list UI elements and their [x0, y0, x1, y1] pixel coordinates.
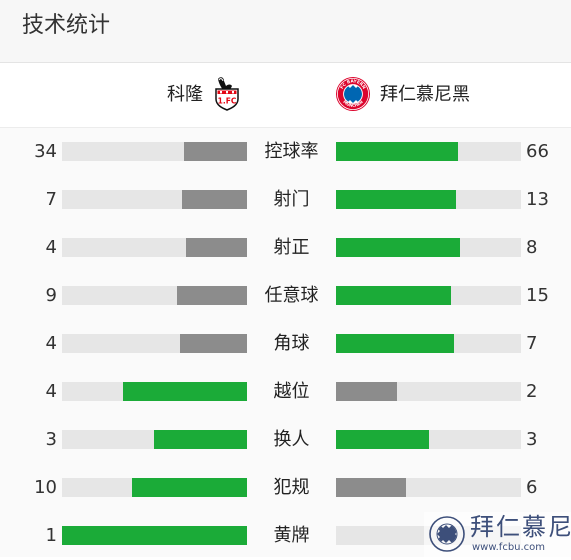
watermark-text: 拜仁慕尼 — [470, 513, 571, 541]
stat-label: 犯规 — [273, 477, 310, 498]
away-stat-bar-track — [336, 238, 521, 257]
stat-label: 射门 — [273, 189, 310, 210]
away-stat-bar — [336, 238, 460, 257]
home-stat-bar — [186, 238, 247, 257]
home-stat-bar — [154, 430, 247, 449]
home-stat-bar-track — [62, 190, 247, 209]
away-stat-value: 13 — [526, 189, 549, 210]
away-stat-value: 3 — [526, 429, 538, 450]
stat-label: 控球率 — [264, 141, 319, 162]
home-stat-bar — [184, 142, 247, 161]
stat-label: 换人 — [273, 429, 310, 450]
stat-row: 7 射门 13 — [0, 176, 571, 224]
home-stat-bar-track — [62, 238, 247, 257]
away-stat-bar-track — [336, 142, 521, 161]
away-stat-bar-track — [336, 286, 521, 305]
stat-label: 任意球 — [264, 285, 319, 306]
away-stat-bar — [336, 334, 454, 353]
away-stat-value: 8 — [526, 237, 538, 258]
stat-label: 黄牌 — [273, 525, 310, 546]
away-stat-value: 15 — [526, 285, 549, 306]
watermark-url: www.fcbu.com — [472, 542, 546, 553]
home-stat-bar-track — [62, 478, 247, 497]
away-stat-bar-track — [336, 334, 521, 353]
away-stat-bar — [336, 142, 458, 161]
stat-row: 34 控球率 66 — [0, 128, 571, 176]
away-stat-bar-track — [336, 478, 521, 497]
svg-text:MÜNCHEN: MÜNCHEN — [342, 99, 364, 108]
home-stat-bar-track — [62, 382, 247, 401]
away-stat-value: 7 — [526, 333, 538, 354]
home-stat-bar-track — [62, 334, 247, 353]
home-stat-value: 4 — [45, 381, 57, 402]
stat-label: 角球 — [273, 333, 310, 354]
stat-row: 4 角球 7 — [0, 320, 571, 368]
page-title: 技术统计 — [22, 13, 111, 38]
away-stat-bar — [336, 478, 406, 497]
stat-label: 越位 — [273, 381, 310, 402]
home-stat-bar — [123, 382, 247, 401]
home-stat-bar — [62, 526, 247, 545]
away-stat-bar — [336, 382, 397, 401]
home-stat-bar-track — [62, 286, 247, 305]
away-stat-bar — [336, 286, 451, 305]
fc-bayern-crest-icon: FC BAYERN MÜNCHEN — [336, 77, 370, 111]
stat-row: 4 射正 8 — [0, 224, 571, 272]
away-stat-bar-track — [336, 382, 521, 401]
stat-row: 4 越位 2 — [0, 368, 571, 416]
away-team-name: 拜仁慕尼黑 — [380, 84, 470, 105]
home-stat-value: 10 — [34, 477, 57, 498]
fc-koln-crest-icon: 1.FC — [215, 77, 239, 111]
fc-bayern-fan-club-badge-icon — [429, 516, 465, 552]
away-stat-value: 6 — [526, 477, 538, 498]
svg-text:1.FC: 1.FC — [218, 97, 237, 106]
home-stat-bar — [132, 478, 247, 497]
home-stat-value: 34 — [34, 141, 57, 162]
home-stat-value: 3 — [45, 429, 57, 450]
home-stat-value: 1 — [45, 525, 57, 546]
home-stat-bar — [182, 190, 247, 209]
away-stat-value: 66 — [526, 141, 549, 162]
home-stat-bar — [180, 334, 247, 353]
teams-header: 科隆 1.FC FC BAYERN MÜNCHEN 拜仁慕尼黑 — [0, 63, 571, 128]
home-stat-bar — [177, 286, 247, 305]
home-stat-bar-track — [62, 526, 247, 545]
home-stat-value: 9 — [45, 285, 57, 306]
stat-row: 3 换人 3 — [0, 416, 571, 464]
home-stat-value: 4 — [45, 237, 57, 258]
away-stat-bar-track — [336, 190, 521, 209]
home-stat-value: 7 — [45, 189, 57, 210]
home-team-name: 科隆 — [167, 84, 203, 105]
home-stat-bar-track — [62, 142, 247, 161]
page-header: 技术统计 — [0, 0, 571, 63]
stat-row: 9 任意球 15 — [0, 272, 571, 320]
away-stat-bar — [336, 190, 456, 209]
away-stat-bar — [336, 430, 429, 449]
away-stat-value: 2 — [526, 381, 538, 402]
stat-label: 射正 — [273, 237, 310, 258]
home-stat-value: 4 — [45, 333, 57, 354]
away-stat-bar-track — [336, 430, 521, 449]
home-stat-bar-track — [62, 430, 247, 449]
stat-row: 10 犯规 6 — [0, 464, 571, 512]
stats-list: 34 控球率 66 7 射门 13 4 射正 8 9 任意球 15 4 角球 7 4 越位 2 3 换人 3 10 犯规 6 1… — [0, 128, 571, 557]
watermark: 拜仁慕尼 www.fcbu.com — [424, 512, 571, 557]
